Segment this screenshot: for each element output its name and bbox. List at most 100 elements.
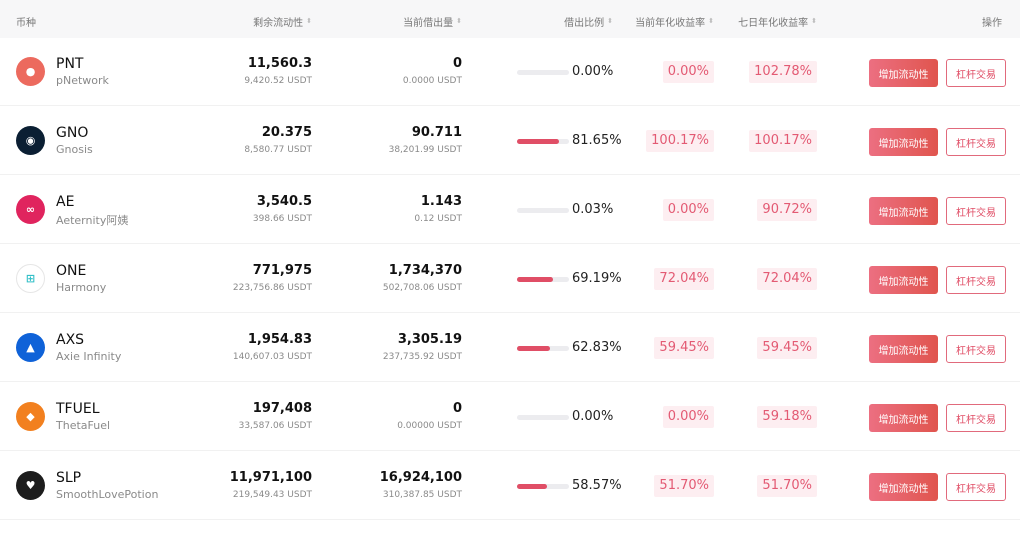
gnosis-icon: ◉ [16, 126, 45, 155]
leverage-trade-button[interactable]: 杠杆交易 [946, 335, 1006, 363]
add-liquidity-button[interactable]: 增加流动性 [869, 404, 938, 432]
borrowed-amount: 90.711 [411, 125, 462, 140]
coin-icon-glyph: ● [25, 65, 36, 78]
coin-name: Gnosis [56, 143, 93, 156]
coin-symbol: GNO [56, 125, 89, 141]
apr-7d: 59.18% [757, 406, 817, 428]
liquidity-usdt: 33,587.06 USDT [238, 421, 312, 431]
borrowed-usdt: 38,201.99 USDT [388, 145, 462, 155]
add-liquidity-button[interactable]: 增加流动性 [869, 335, 938, 363]
coin-icon-glyph: ∞ [25, 203, 36, 216]
leverage-trade-button[interactable]: 杠杆交易 [946, 266, 1006, 294]
ratio-progress-bar [517, 277, 569, 282]
ratio-progress-bar [517, 70, 569, 75]
apr-7d: 90.72% [757, 199, 817, 221]
borrow-ratio: 58.57% [572, 478, 622, 493]
borrowed-amount: 0 [452, 401, 462, 416]
coin-icon-glyph: ▲ [26, 341, 35, 354]
ratio-progress-fill [517, 484, 548, 489]
ratio-progress-bar [517, 415, 569, 420]
borrowed-amount: 0 [452, 56, 462, 71]
liquidity-amount: 11,971,100 [229, 470, 312, 485]
slp-icon: ♥ [16, 471, 45, 500]
sort-icon[interactable]: ⬍ [607, 17, 613, 25]
borrow-ratio: 62.83% [572, 340, 622, 355]
leverage-trade-button[interactable]: 杠杆交易 [946, 128, 1006, 156]
header-apr-7d[interactable]: 七日年化收益率 ⬍ [738, 17, 817, 30]
coin-icon-glyph: ♥ [25, 479, 36, 492]
coin-symbol: AXS [56, 332, 85, 348]
liquidity-amount: 20.375 [261, 125, 312, 140]
borrow-ratio: 0.03% [572, 202, 614, 217]
header-apr-current[interactable]: 当前年化收益率 ⬍ [635, 17, 714, 30]
apr-7d: 100.17% [749, 130, 817, 152]
sort-icon[interactable]: ⬍ [306, 17, 312, 25]
leverage-trade-button[interactable]: 杠杆交易 [946, 473, 1006, 501]
table-row: ◆ TFUEL ThetaFuel 197,408 33,587.06 USDT 0 0.0… [0, 383, 1020, 451]
header-liquidity[interactable]: 剩余流动性 ⬍ [253, 17, 312, 30]
apr-current: 100.17% [646, 130, 714, 152]
coin-name: SmoothLovePotion [56, 488, 159, 501]
add-liquidity-button[interactable]: 增加流动性 [869, 197, 938, 225]
coin-symbol: SLP [56, 470, 82, 486]
coin-icon-glyph: ◆ [26, 410, 35, 423]
ratio-progress-fill [517, 277, 553, 282]
borrowed-usdt: 0.0000 USDT [402, 76, 462, 86]
apr-7d: 51.70% [757, 475, 817, 497]
apr-current: 0.00% [662, 406, 714, 428]
leverage-trade-button[interactable]: 杠杆交易 [946, 404, 1006, 432]
apr-current: 0.00% [662, 61, 714, 83]
apr-7d: 59.45% [757, 337, 817, 359]
add-liquidity-button[interactable]: 增加流动性 [869, 59, 938, 87]
sort-icon[interactable]: ⬍ [456, 17, 462, 25]
coin-icon-glyph: ◉ [25, 134, 36, 147]
borrowed-usdt: 310,387.85 USDT [382, 490, 462, 500]
table-row: ⊞ ONE Harmony 771,975 223,756.86 USDT 1,734,3… [0, 245, 1020, 313]
coin-symbol: AE [56, 194, 75, 210]
borrowed-amount: 1,734,370 [388, 263, 462, 278]
header-action: 操作 [982, 18, 1002, 29]
liquidity-usdt: 398.66 USDT [252, 214, 312, 224]
header-borrowed[interactable]: 当前借出量 ⬍ [403, 17, 462, 30]
header-ratio[interactable]: 借出比例 ⬍ [564, 17, 613, 30]
add-liquidity-button[interactable]: 增加流动性 [869, 266, 938, 294]
ratio-progress-bar [517, 346, 569, 351]
add-liquidity-button[interactable]: 增加流动性 [869, 473, 938, 501]
liquidity-amount: 11,560.3 [247, 56, 312, 71]
coin-name: ThetaFuel [56, 419, 111, 432]
liquidity-amount: 1,954.83 [247, 332, 312, 347]
liquidity-usdt: 223,756.86 USDT [232, 283, 312, 293]
liquidity-usdt: 140,607.03 USDT [232, 352, 312, 362]
table-row: ▲ AXS Axie Infinity 1,954.83 140,607.03 USDT… [0, 314, 1020, 382]
borrow-ratio: 0.00% [572, 409, 614, 424]
apr-7d: 72.04% [757, 268, 817, 290]
borrowed-usdt: 0.12 USDT [414, 214, 462, 224]
coin-symbol: ONE [56, 263, 87, 279]
borrow-ratio: 81.65% [572, 133, 622, 148]
add-liquidity-button[interactable]: 增加流动性 [869, 128, 938, 156]
sort-icon[interactable]: ⬍ [811, 17, 817, 25]
table-row: ♥ SLP SmoothLovePotion 11,971,100 219,549.43… [0, 452, 1020, 520]
liquidity-amount: 771,975 [252, 263, 312, 278]
borrowed-usdt: 237,735.92 USDT [382, 352, 462, 362]
table-row: ◉ GNO Gnosis 20.375 8,580.77 USDT 90.711 38,20… [0, 107, 1020, 175]
liquidity-amount: 3,540.5 [256, 194, 312, 209]
apr-current: 51.70% [654, 475, 714, 497]
aeternity-icon: ∞ [16, 195, 45, 224]
sort-icon[interactable]: ⬍ [708, 17, 714, 25]
apr-current: 59.45% [654, 337, 714, 359]
ratio-progress-fill [517, 346, 550, 351]
borrowed-amount: 3,305.19 [397, 332, 462, 347]
thetafuel-icon: ◆ [16, 402, 45, 431]
ratio-progress-bar [517, 208, 569, 213]
ratio-progress-bar [517, 139, 569, 144]
liquidity-usdt: 9,420.52 USDT [244, 76, 312, 86]
leverage-trade-button[interactable]: 杠杆交易 [946, 197, 1006, 225]
ratio-progress-fill [517, 139, 560, 144]
coin-symbol: TFUEL [56, 401, 100, 417]
coin-name: Harmony [56, 281, 107, 294]
leverage-trade-button[interactable]: 杠杆交易 [946, 59, 1006, 87]
coin-icon-glyph: ⊞ [25, 272, 36, 285]
coin-name: Aeternity阿姨 [56, 214, 129, 227]
